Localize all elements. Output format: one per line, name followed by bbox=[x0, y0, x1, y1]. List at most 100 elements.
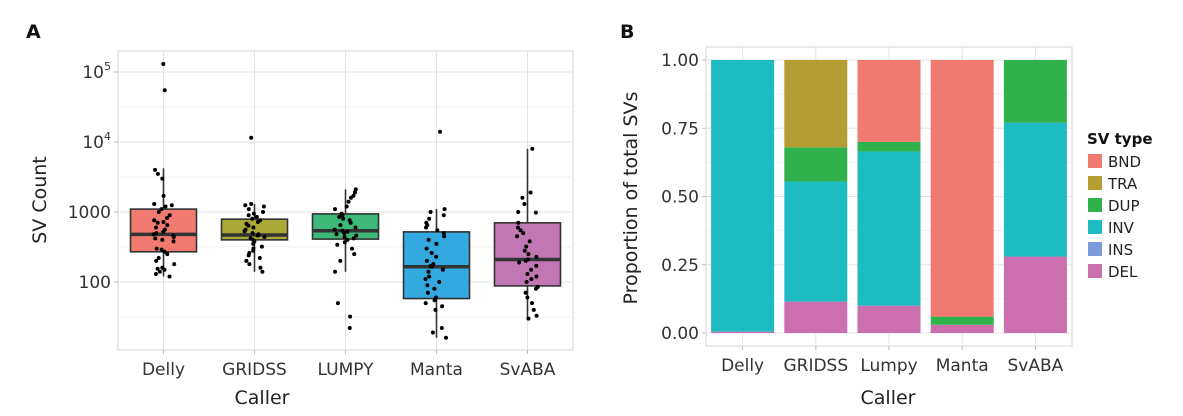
data-point bbox=[523, 258, 528, 263]
data-point bbox=[346, 199, 351, 204]
data-point bbox=[440, 267, 445, 272]
bar-segment-bnd bbox=[930, 60, 994, 317]
data-point bbox=[255, 233, 260, 238]
bar-segment-dup bbox=[930, 316, 994, 325]
panel-b-x-tick-label: SvABA bbox=[1008, 356, 1064, 376]
data-point bbox=[153, 236, 158, 241]
data-point bbox=[334, 232, 339, 237]
data-point bbox=[153, 167, 157, 172]
data-point bbox=[529, 267, 534, 272]
data-point bbox=[515, 234, 520, 239]
panel-b-x-tick-label: Delly bbox=[721, 356, 764, 376]
data-point bbox=[246, 207, 251, 212]
legend: BND TRA DUP INV INS DEL bbox=[1088, 153, 1141, 281]
data-point bbox=[258, 265, 263, 270]
data-point bbox=[172, 262, 177, 267]
data-point bbox=[155, 171, 160, 176]
data-point bbox=[425, 283, 430, 288]
data-point bbox=[523, 290, 528, 295]
data-point bbox=[160, 237, 165, 242]
data-point bbox=[342, 235, 347, 239]
data-point bbox=[517, 260, 522, 265]
data-point bbox=[162, 88, 167, 93]
data-point bbox=[171, 235, 176, 239]
data-point bbox=[442, 234, 447, 239]
data-point bbox=[345, 237, 350, 242]
data-point bbox=[155, 266, 160, 271]
data-point bbox=[426, 237, 431, 242]
box-iqr bbox=[220, 218, 289, 241]
data-point bbox=[340, 213, 345, 218]
data-point bbox=[260, 269, 265, 274]
legend-swatch bbox=[1088, 264, 1102, 278]
data-point bbox=[525, 295, 530, 300]
data-point bbox=[427, 216, 432, 221]
data-point bbox=[154, 246, 159, 251]
data-point bbox=[157, 269, 162, 274]
panel-b-y-axis-title: Proportion of total SVs bbox=[620, 92, 642, 305]
data-point bbox=[338, 223, 343, 228]
data-point bbox=[167, 213, 172, 218]
bar-segment-inv bbox=[857, 151, 921, 306]
data-point bbox=[341, 216, 346, 221]
bar-segment-del bbox=[784, 301, 848, 333]
data-point bbox=[521, 231, 526, 236]
panel-a-y-tick-label: 105 bbox=[82, 60, 111, 83]
data-point bbox=[161, 220, 166, 224]
legend-item-ins: INS bbox=[1088, 241, 1133, 259]
data-point bbox=[342, 231, 347, 236]
panel-b-y-tick-label: 0.50 bbox=[661, 188, 699, 208]
legend-swatch bbox=[1088, 242, 1102, 256]
bar-segment-bnd bbox=[857, 60, 921, 142]
data-point bbox=[432, 286, 437, 291]
data-point bbox=[525, 272, 530, 276]
stacked-bar-lumpy bbox=[857, 60, 921, 333]
data-point bbox=[154, 225, 158, 230]
bar-segment-del bbox=[1003, 256, 1067, 333]
data-point bbox=[430, 330, 435, 335]
data-point bbox=[432, 298, 437, 303]
data-point bbox=[354, 233, 359, 238]
data-point bbox=[342, 240, 347, 245]
data-point bbox=[524, 244, 529, 249]
data-point bbox=[430, 264, 434, 269]
bar-segment-del bbox=[857, 305, 921, 333]
data-point bbox=[251, 225, 256, 230]
data-point bbox=[163, 204, 168, 209]
data-point bbox=[441, 213, 446, 218]
data-point bbox=[522, 202, 527, 206]
data-point bbox=[352, 190, 357, 195]
legend-item-dup: DUP bbox=[1088, 197, 1140, 215]
data-point bbox=[165, 216, 169, 220]
box-delly bbox=[129, 62, 198, 279]
data-point bbox=[348, 220, 353, 225]
legend-swatch bbox=[1088, 198, 1102, 212]
panel-label-b: B bbox=[620, 21, 634, 43]
data-point bbox=[159, 247, 164, 252]
bar-segment-dup bbox=[784, 147, 848, 182]
data-point bbox=[534, 274, 539, 279]
data-point bbox=[434, 254, 439, 259]
data-point bbox=[261, 204, 266, 209]
data-point bbox=[262, 235, 267, 239]
data-point bbox=[151, 232, 156, 237]
panel-a-x-tick-label: SvABA bbox=[500, 360, 556, 380]
data-point bbox=[161, 193, 166, 198]
panel-a-y-tick-label: 104 bbox=[82, 130, 111, 153]
legend-item-bnd: BND bbox=[1088, 153, 1141, 171]
data-point bbox=[534, 263, 539, 268]
data-point bbox=[249, 135, 254, 140]
data-point bbox=[522, 248, 527, 253]
bar-segment-del bbox=[930, 324, 994, 333]
data-point bbox=[437, 280, 442, 284]
data-point bbox=[425, 290, 430, 295]
panel-b-y-tick-label: 0.25 bbox=[661, 256, 699, 276]
bar-segment-dup bbox=[1003, 60, 1067, 123]
data-point bbox=[344, 204, 349, 209]
data-point bbox=[244, 258, 249, 263]
data-point bbox=[250, 231, 255, 236]
box-svaba bbox=[493, 146, 562, 321]
data-point bbox=[423, 301, 428, 306]
panel-a-x-tick-label: GRIDSS bbox=[222, 360, 287, 380]
